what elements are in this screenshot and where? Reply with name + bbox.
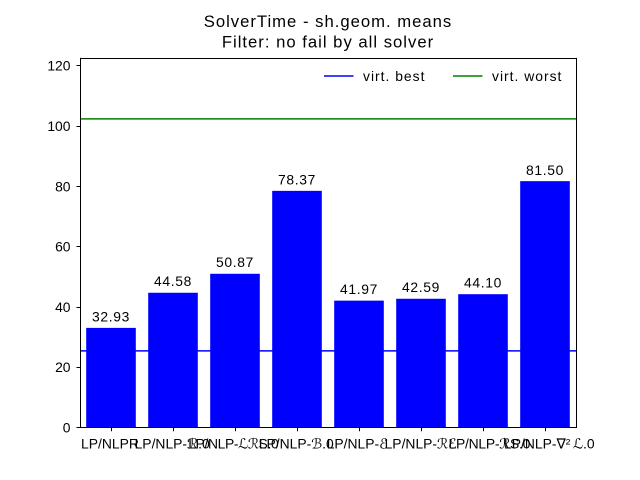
svg-text:LP/NLP-∇²ℒ.0: LP/NLP-∇² ℒ.0 [504, 436, 595, 452]
svg-text:LP/NLP-ℛS.0: LP/NLP-ℛS.0 [449, 436, 531, 452]
svg-text:LP/NLP-ℒℛS.0: LP/NLP-ℒℛS.0 [188, 436, 279, 452]
svg-text:SolverTime - sh.geom. means: SolverTime - sh.geom. means [204, 12, 453, 31]
svg-text:LP/NLP-ℰ: LP/NLP-ℰ [327, 436, 388, 452]
svg-text:50.87: 50.87 [216, 254, 254, 270]
svg-text:LP/NLP-ℛ.0: LP/NLP-ℛ.0 [135, 436, 210, 452]
svg-text:41.97: 41.97 [340, 281, 378, 297]
svg-text:42.59: 42.59 [402, 279, 440, 295]
svg-text:0: 0 [63, 420, 71, 436]
svg-text:virt. worst: virt. worst [492, 68, 562, 84]
svg-text:80: 80 [55, 178, 71, 194]
svg-text:78.37: 78.37 [278, 171, 316, 187]
svg-text:44.10: 44.10 [464, 275, 502, 291]
svg-text:60: 60 [55, 239, 71, 255]
svg-text:81.50: 81.50 [526, 162, 564, 178]
svg-text:LP/NLP-ℬ.0: LP/NLP-ℬ.0 [259, 436, 334, 452]
svg-text:LP/NLPR: LP/NLPR [81, 436, 139, 452]
svg-text:virt. best: virt. best [363, 68, 425, 84]
svg-text:LP/NLP-ℛℰ: LP/NLP-ℛℰ [385, 436, 457, 452]
svg-text:32.93: 32.93 [92, 308, 130, 324]
svg-text:44.58: 44.58 [154, 273, 192, 289]
svg-text:120: 120 [47, 58, 70, 74]
svg-text:100: 100 [47, 118, 70, 134]
svg-text:20: 20 [55, 359, 71, 375]
svg-text:40: 40 [55, 299, 71, 315]
svg-text:Filter: no fail by all solver: Filter: no fail by all solver [222, 33, 434, 52]
